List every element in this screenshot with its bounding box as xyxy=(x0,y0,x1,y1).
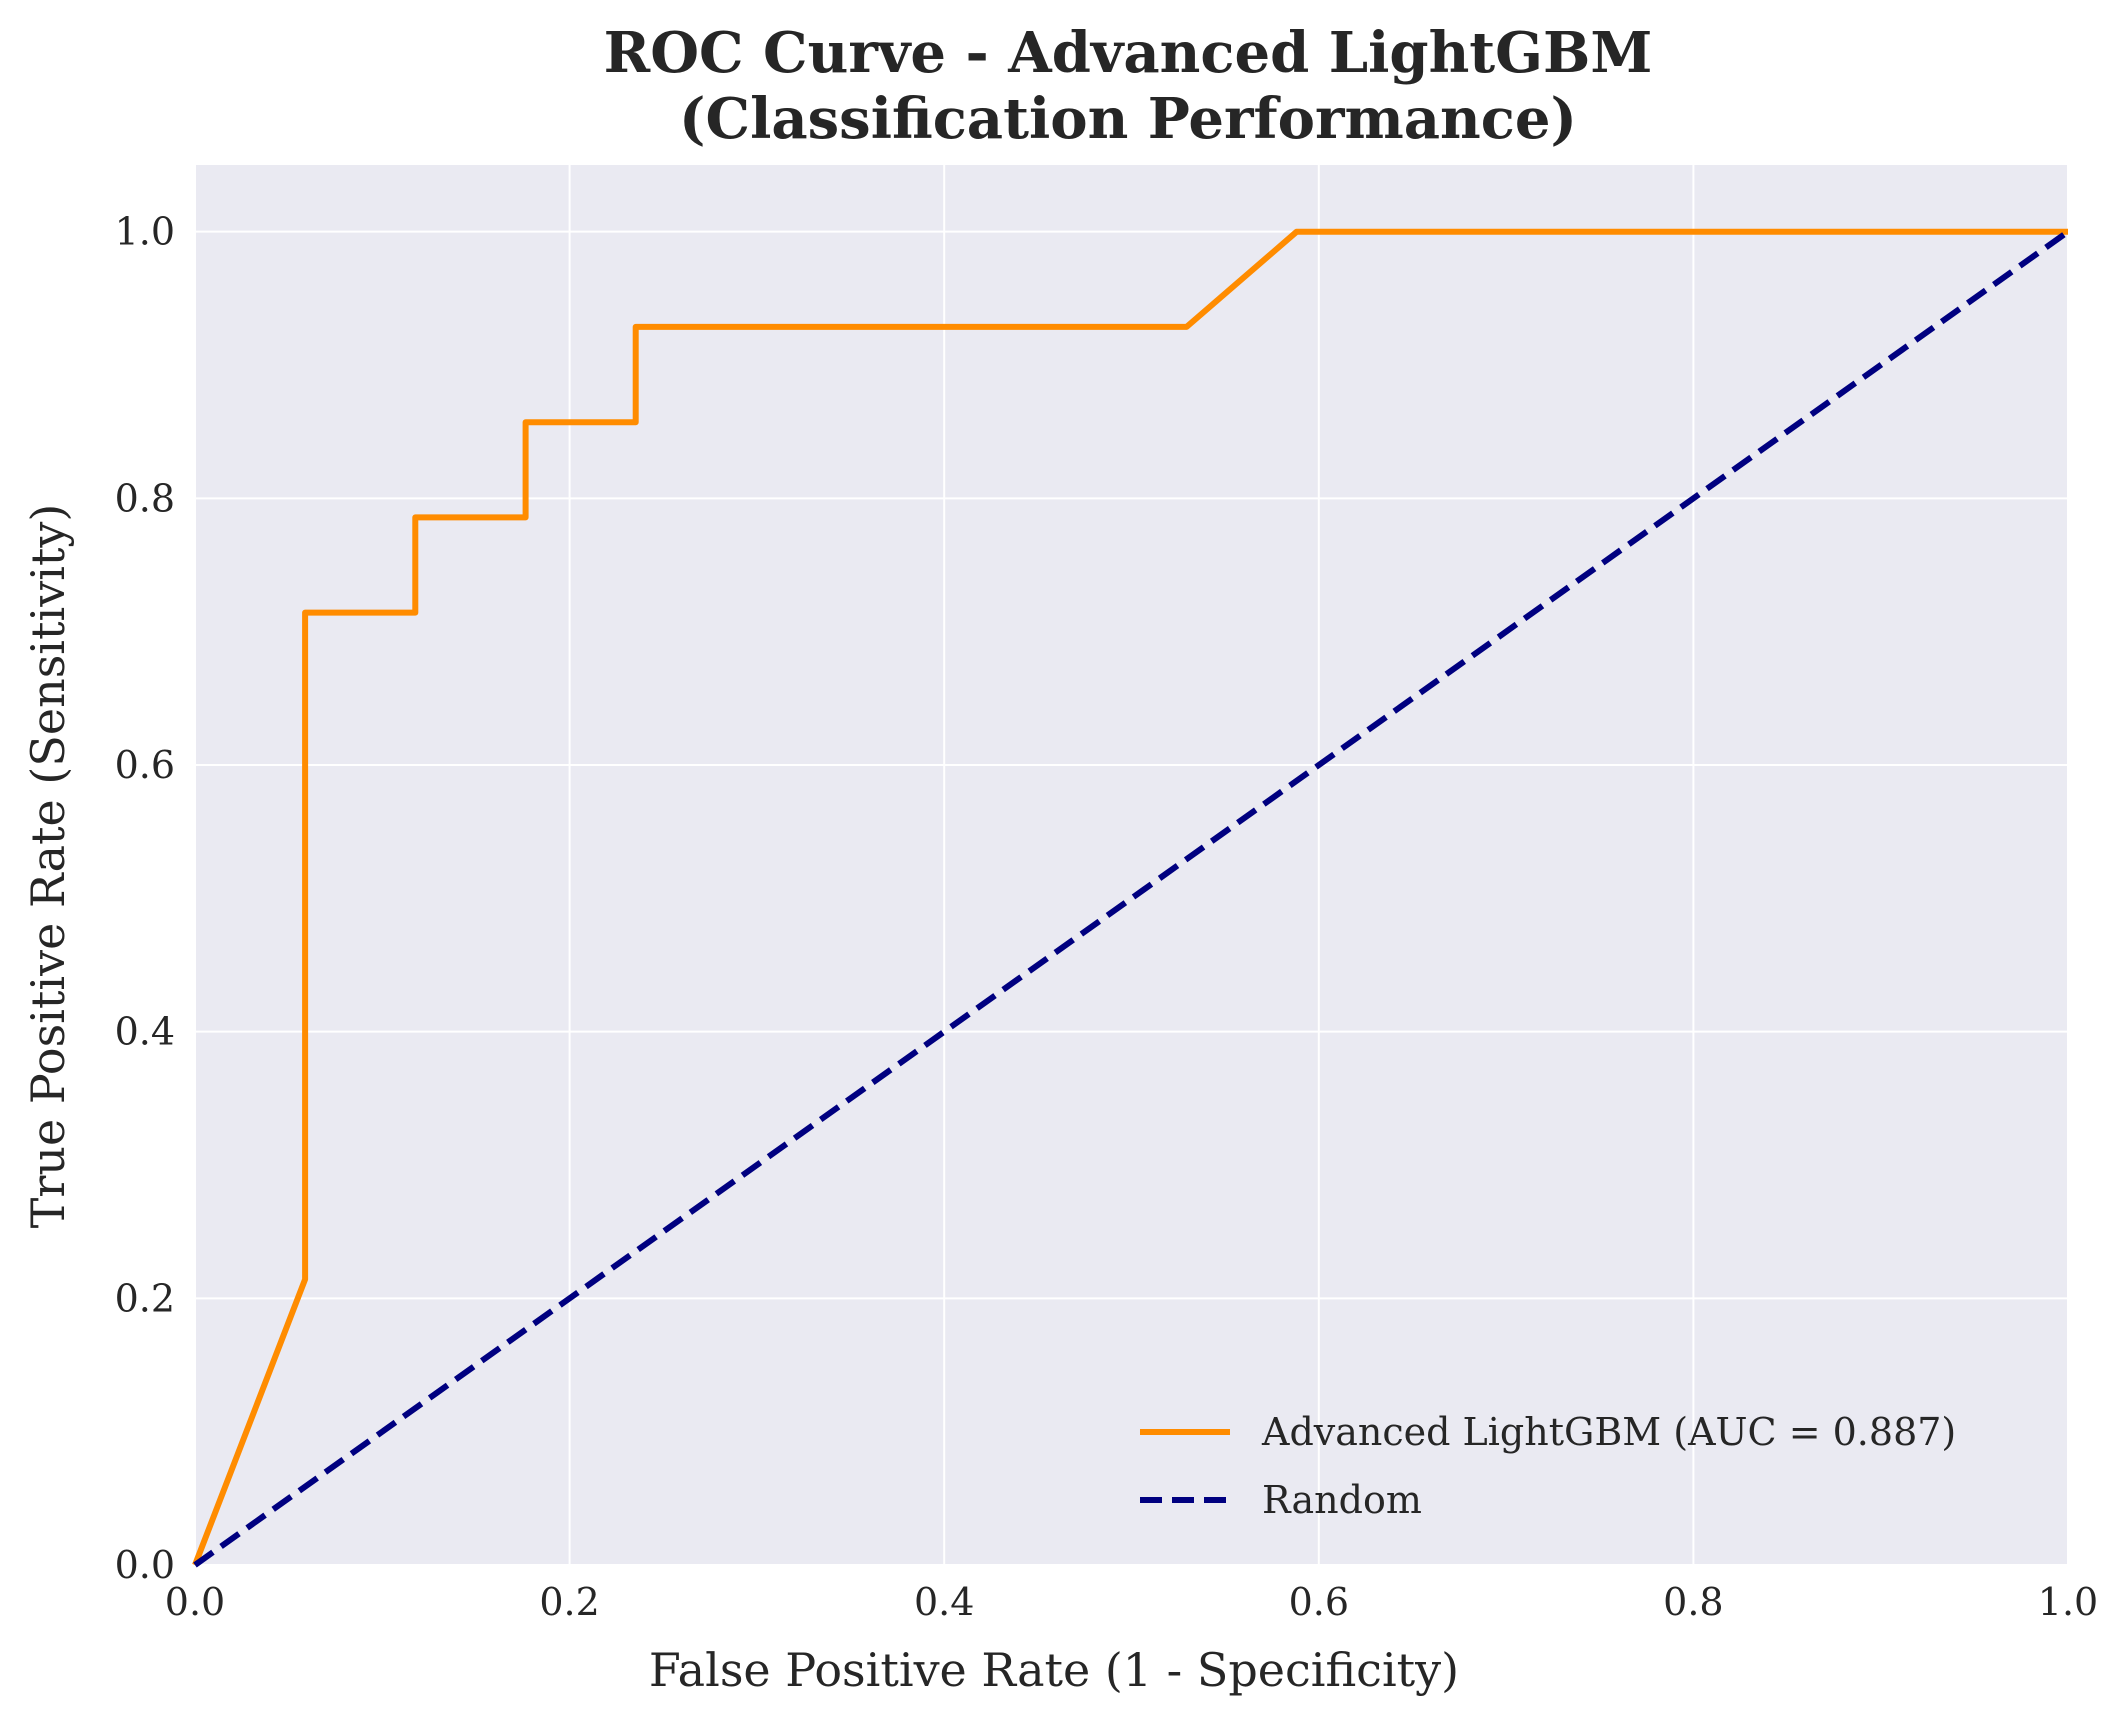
x-tick-label: 1.0 xyxy=(2038,1580,2098,1624)
y-tick-label: 0.0 xyxy=(115,1543,175,1587)
x-tick-label: 0.8 xyxy=(1663,1580,1723,1624)
x-axis-label: False Positive Rate (1 - Specificity) xyxy=(649,1643,1459,1697)
y-tick-label: 1.0 xyxy=(115,210,175,254)
legend: Advanced LightGBM (AUC = 0.887) Random xyxy=(1140,1410,1956,1522)
x-tick-label: 0.6 xyxy=(1289,1580,1349,1624)
chart-title-line-1: ROC Curve - Advanced LightGBM xyxy=(604,20,1653,86)
chart-title-line-2: (Classification Performance) xyxy=(679,86,1577,152)
tick-labels: 0.0 0.2 0.4 0.6 0.8 1.0 0.0 0.2 0.4 0.6 0.8 1.0 xyxy=(115,210,2099,1624)
y-tick-label: 0.2 xyxy=(115,1276,175,1320)
y-tick-label: 0.8 xyxy=(115,476,175,520)
grid xyxy=(194,165,2069,1566)
series-layer xyxy=(192,228,2070,1568)
x-tick-label: 0.2 xyxy=(539,1580,599,1624)
y-tick-label: 0.4 xyxy=(115,1010,175,1054)
x-tick-label: 0.0 xyxy=(165,1580,225,1624)
plot-area xyxy=(195,165,2068,1565)
y-axis-label: True Positive Rate (Sensitivity) xyxy=(21,504,75,1229)
series-line-advanced-lightgbm xyxy=(192,228,2068,1567)
y-tick-label: 0.6 xyxy=(115,743,175,787)
legend-label-advanced-lightgbm: Advanced LightGBM (AUC = 0.887) xyxy=(1261,1410,1956,1454)
x-tick-label: 0.4 xyxy=(914,1580,974,1624)
legend-label-random: Random xyxy=(1262,1478,1422,1522)
